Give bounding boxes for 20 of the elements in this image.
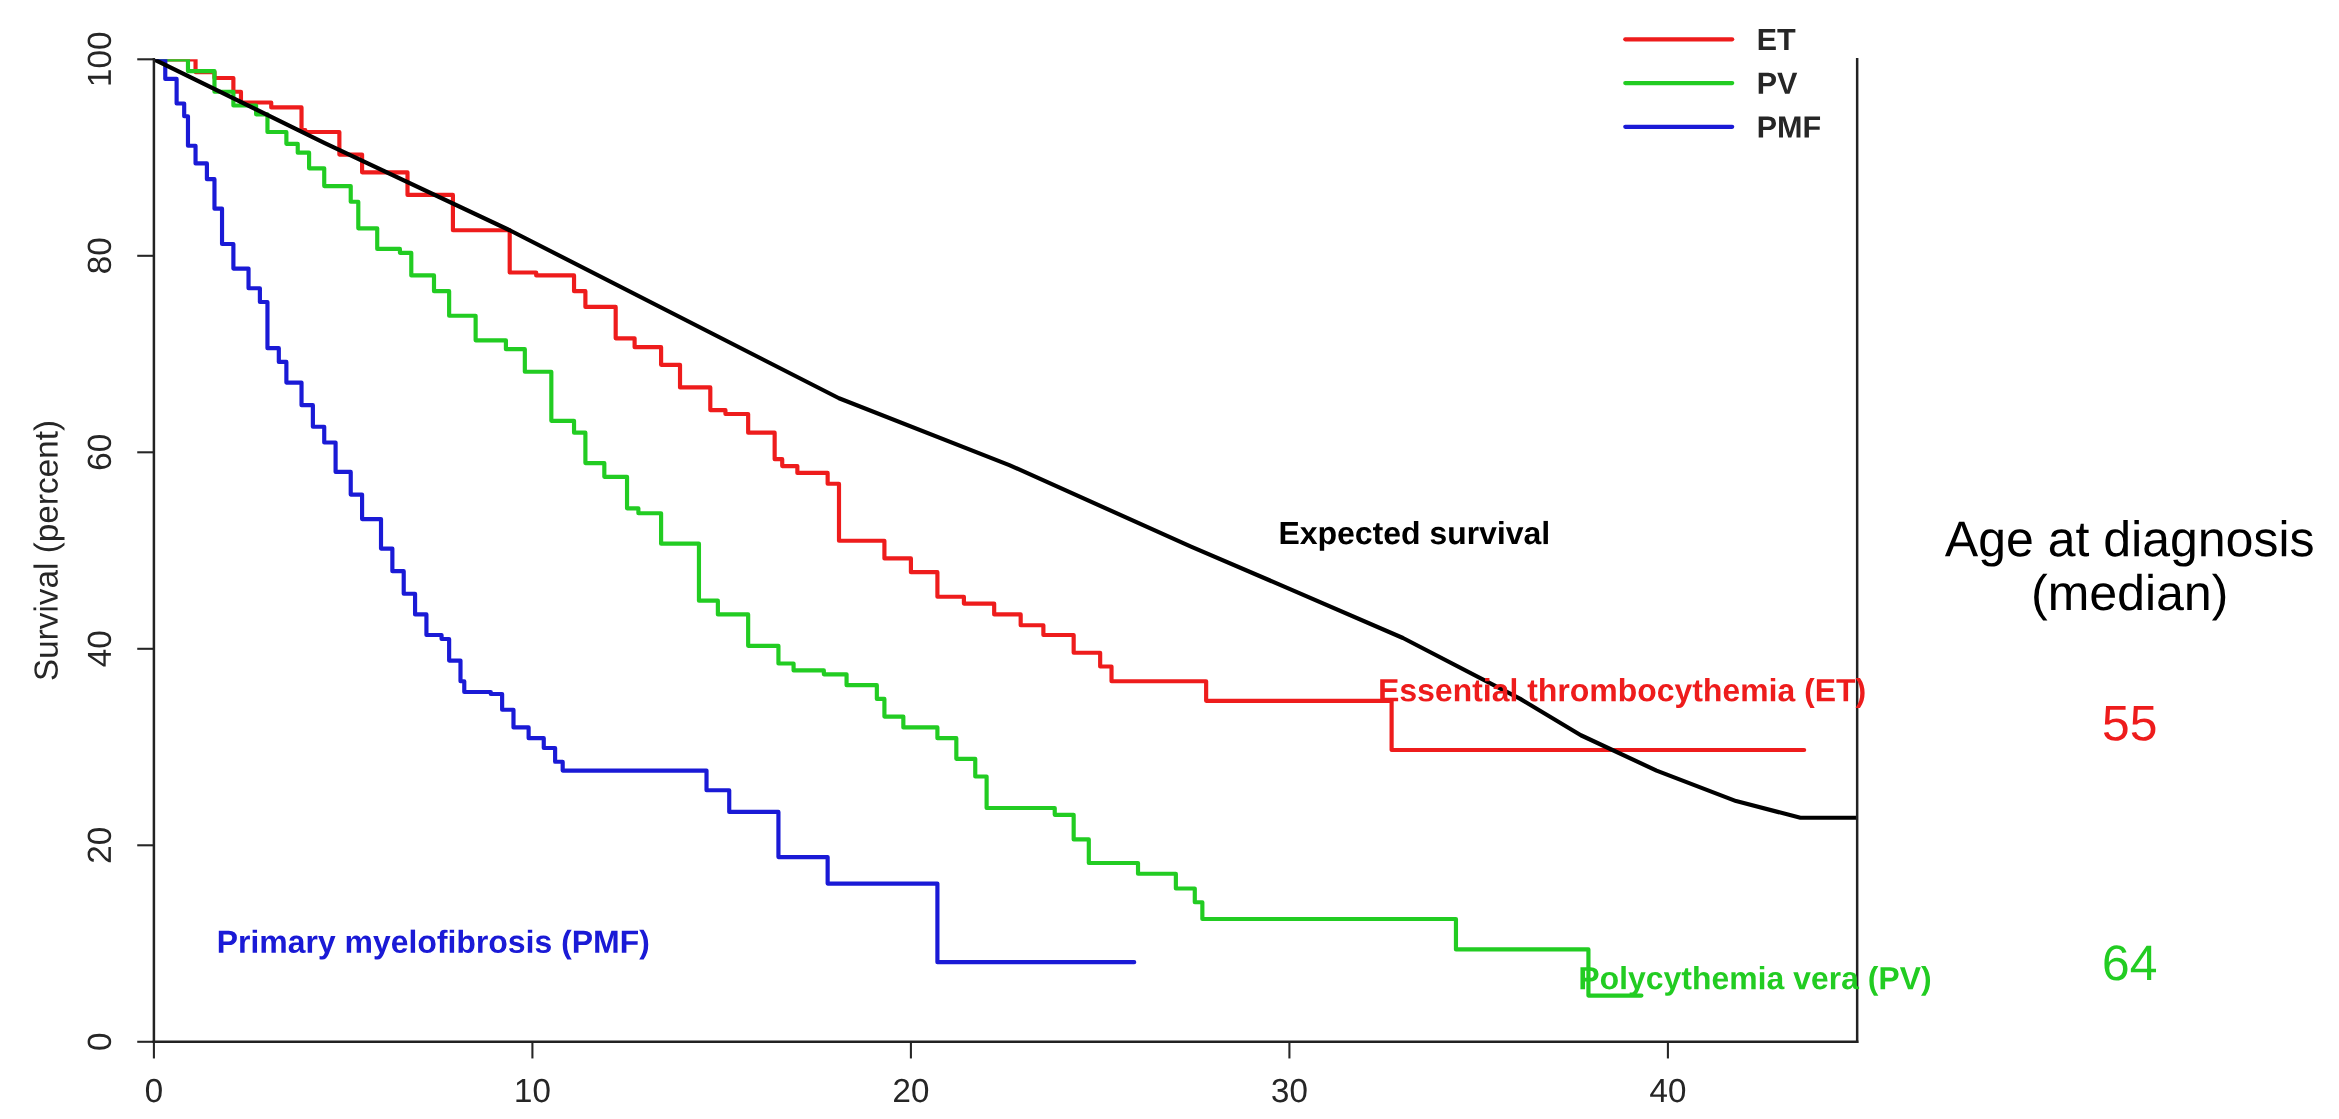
text: Age at diagnosis (median) [1944, 519, 2313, 621]
x-tick-label: 20 [894, 1078, 929, 1103]
x-tick-label: 10 [516, 1078, 550, 1103]
y-tick-label: 80 [87, 238, 112, 273]
text: 55 [2103, 705, 2156, 741]
y-tick-label: 60 [87, 435, 112, 470]
annotation: Expected survival [1280, 520, 1548, 551]
y-tick-label: 40 [87, 631, 112, 667]
annotation: Primary myelofibrosis (PMF) [218, 929, 649, 960]
x-tick-label: 40 [1650, 1078, 1686, 1103]
y-axis-title: Survival (percent) [33, 422, 65, 680]
y-tick-label: 20 [87, 828, 112, 863]
text: 64 [2104, 945, 2157, 981]
x-tick-label: 30 [1272, 1078, 1307, 1103]
y-tick-label: 100 [87, 32, 112, 85]
x-tick-label: 0 [145, 1078, 162, 1103]
y-tick-label: 0 [87, 1033, 112, 1050]
legend-label: PMF [1758, 116, 1821, 138]
legend-label: PV [1758, 72, 1798, 94]
legend-label: ET [1758, 28, 1796, 50]
